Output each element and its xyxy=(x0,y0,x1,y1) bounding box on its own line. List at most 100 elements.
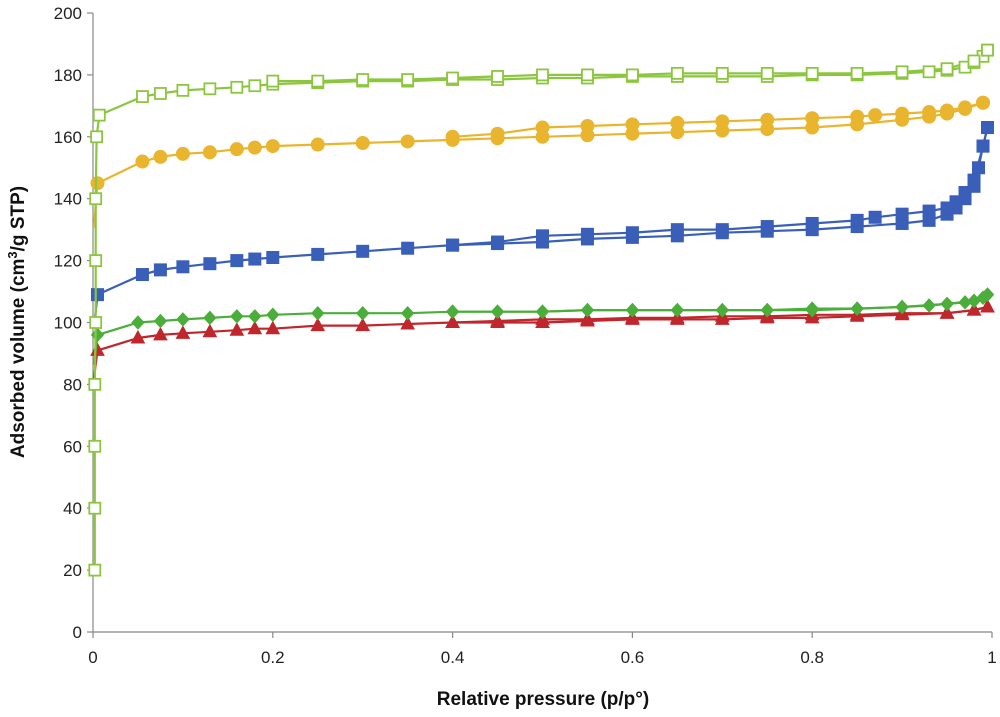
data-point xyxy=(89,316,103,329)
data-point xyxy=(981,43,994,57)
data-point xyxy=(626,68,639,82)
data-point xyxy=(535,120,550,135)
data-point xyxy=(805,216,819,230)
data-point xyxy=(88,501,102,515)
x-axis-title: Relative pressure (p/p°) xyxy=(437,689,649,710)
data-point xyxy=(247,140,262,155)
y-axis-title-before: Adsorbed volume (cm xyxy=(8,259,29,459)
y-tick-label: 160 xyxy=(54,128,82,147)
data-point xyxy=(868,210,882,224)
data-point xyxy=(625,226,639,240)
data-point xyxy=(625,117,640,132)
data-point xyxy=(850,109,865,124)
data-point xyxy=(760,66,774,80)
x-tick-label: 0 xyxy=(88,648,97,667)
data-point xyxy=(981,121,995,135)
x-tick-label: 1 xyxy=(987,648,996,667)
data-point xyxy=(445,304,460,319)
data-point xyxy=(895,299,909,315)
data-point xyxy=(131,315,145,330)
data-point xyxy=(445,129,460,144)
data-point xyxy=(490,126,505,141)
data-point xyxy=(850,66,864,80)
data-point xyxy=(446,71,460,85)
data-point xyxy=(310,137,325,152)
data-point xyxy=(356,73,370,86)
data-point xyxy=(850,213,864,227)
y-axis-title: Adsorbed volume (cm3/g STP) xyxy=(5,186,29,458)
data-point xyxy=(895,207,909,221)
data-point xyxy=(940,62,954,76)
data-point xyxy=(922,105,937,120)
series-1 xyxy=(90,287,995,365)
data-point xyxy=(176,312,190,327)
data-point xyxy=(580,118,595,133)
data-point xyxy=(248,309,262,324)
data-point xyxy=(580,311,595,325)
data-point xyxy=(445,314,460,328)
data-point xyxy=(922,298,936,313)
data-point xyxy=(229,322,245,336)
data-point xyxy=(490,312,505,327)
data-point xyxy=(670,223,684,237)
desorption-line xyxy=(452,101,984,138)
data-point xyxy=(922,65,936,79)
data-point xyxy=(491,70,504,83)
data-point xyxy=(967,173,981,187)
data-point xyxy=(311,247,325,261)
data-point xyxy=(536,229,549,243)
data-point xyxy=(760,302,774,318)
data-point xyxy=(805,111,820,126)
data-point xyxy=(135,268,149,282)
data-point xyxy=(580,302,595,318)
data-point xyxy=(88,563,102,577)
data-point xyxy=(976,95,991,110)
data-point xyxy=(715,302,729,318)
data-point xyxy=(580,227,594,241)
series-3 xyxy=(90,95,991,229)
data-point xyxy=(400,305,415,321)
y-tick-label: 80 xyxy=(63,375,82,394)
data-point xyxy=(980,287,995,302)
data-point xyxy=(154,87,167,100)
y-tick-label: 40 xyxy=(63,499,82,518)
data-point xyxy=(130,329,146,344)
data-point xyxy=(967,54,981,68)
data-point xyxy=(90,288,104,302)
data-point xyxy=(203,257,217,271)
data-point xyxy=(229,142,244,157)
desorption-line xyxy=(452,293,988,313)
y-tick-label: 200 xyxy=(54,4,82,23)
data-point xyxy=(760,112,775,127)
data-point xyxy=(400,134,415,149)
data-point xyxy=(90,130,103,144)
data-point xyxy=(895,106,910,121)
data-point xyxy=(355,135,370,150)
data-point xyxy=(670,66,684,80)
data-point xyxy=(310,317,326,332)
data-point xyxy=(153,263,167,277)
data-point xyxy=(247,320,263,335)
data-point xyxy=(89,254,103,268)
y-tick-label: 0 xyxy=(73,623,82,642)
data-point xyxy=(266,74,280,88)
data-point xyxy=(715,114,730,129)
tick-labels: 0 20 40 60 80 100 120 140 160 180 200 0 0.2 0.4 0.6 0.8… xyxy=(54,4,997,667)
y-axis-title-after: /g STP) xyxy=(8,186,29,251)
data-point xyxy=(535,304,550,319)
data-point xyxy=(356,305,370,321)
data-point xyxy=(940,201,954,215)
y-tick-label: 180 xyxy=(54,66,82,85)
data-point xyxy=(248,79,262,93)
series-2 xyxy=(90,121,995,329)
x-tick-label: 0.2 xyxy=(261,648,285,667)
data-point xyxy=(536,68,549,82)
data-point xyxy=(958,100,973,115)
data-point xyxy=(966,302,982,316)
data-point xyxy=(311,74,325,88)
y-axis-title-sup: 3 xyxy=(5,251,20,258)
data-point xyxy=(89,192,103,206)
data-point xyxy=(266,307,280,322)
data-point xyxy=(153,326,168,341)
